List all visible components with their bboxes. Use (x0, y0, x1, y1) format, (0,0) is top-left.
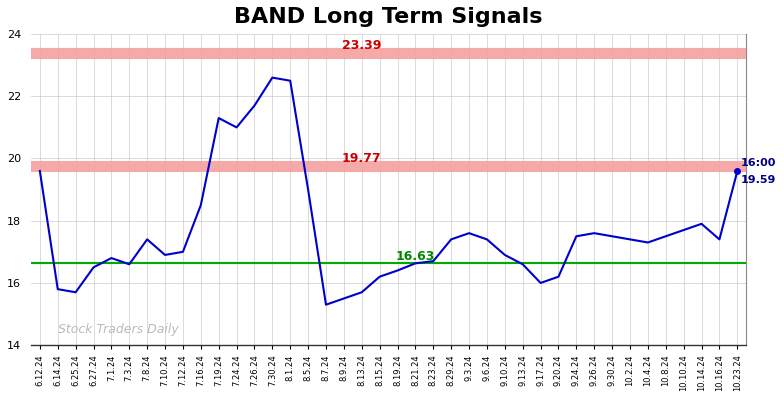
Text: 16.63: 16.63 (396, 250, 435, 263)
Text: 19.77: 19.77 (342, 152, 382, 165)
Text: 16:00: 16:00 (741, 158, 776, 168)
Text: 19.59: 19.59 (741, 175, 776, 185)
Text: Stock Traders Daily: Stock Traders Daily (58, 323, 179, 336)
Title: BAND Long Term Signals: BAND Long Term Signals (234, 7, 543, 27)
Text: 23.39: 23.39 (342, 39, 382, 52)
